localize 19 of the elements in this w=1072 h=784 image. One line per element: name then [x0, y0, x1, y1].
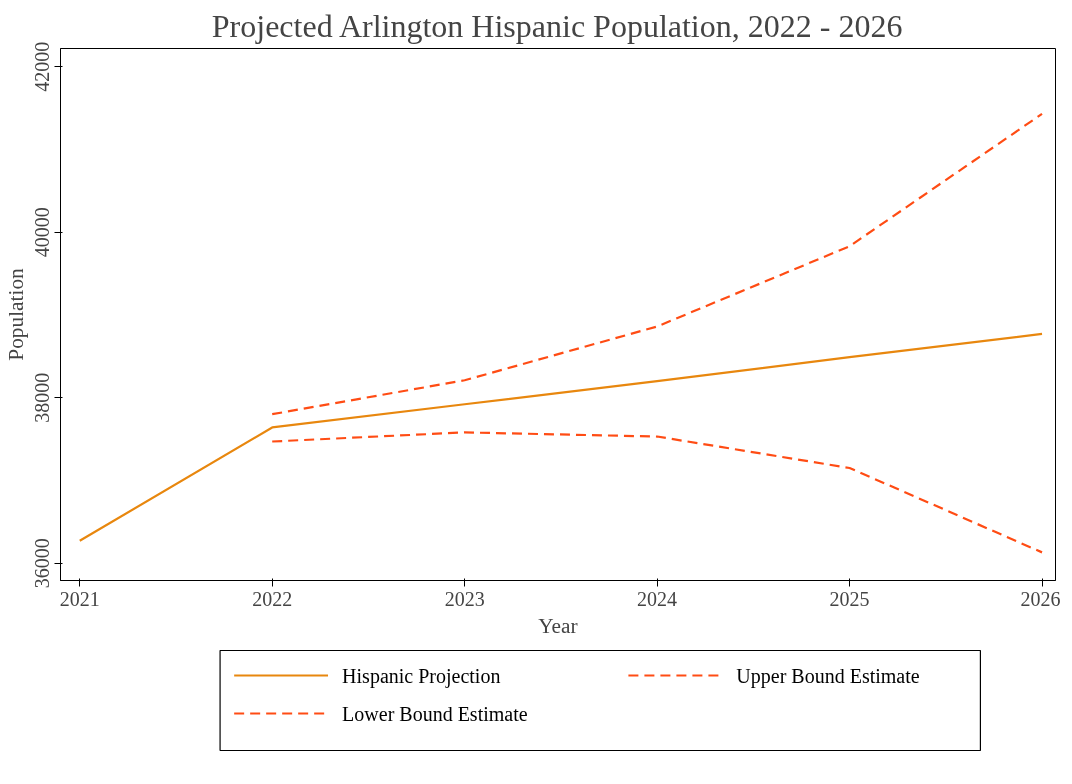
legend-label: Upper Bound Estimate	[736, 664, 920, 688]
y-axis-title: Population	[3, 267, 28, 361]
line-series	[271, 431, 1044, 554]
x-tick-label: 2022	[252, 587, 293, 610]
line-series	[78, 332, 1044, 542]
legend-label: Lower Bound Estimate	[342, 702, 528, 725]
x-axis-title: Year	[538, 613, 578, 638]
x-tick-label: 2023	[444, 587, 485, 610]
legend-label: Hispanic Projection	[342, 664, 501, 688]
x-tick-label: 2026	[1020, 587, 1061, 610]
x-tick-label: 2025	[829, 587, 870, 610]
y-tick-label: 42000	[31, 41, 54, 92]
chart-title: Projected Arlington Hispanic Population, 2022 - 2026	[211, 7, 903, 44]
x-tick-label: 2021	[59, 587, 100, 610]
line-series	[271, 112, 1044, 416]
y-tick-label: 36000	[31, 538, 54, 589]
y-tick-label: 40000	[31, 207, 54, 258]
y-tick-label: 38000	[31, 372, 54, 423]
x-tick-label: 2024	[637, 587, 678, 610]
